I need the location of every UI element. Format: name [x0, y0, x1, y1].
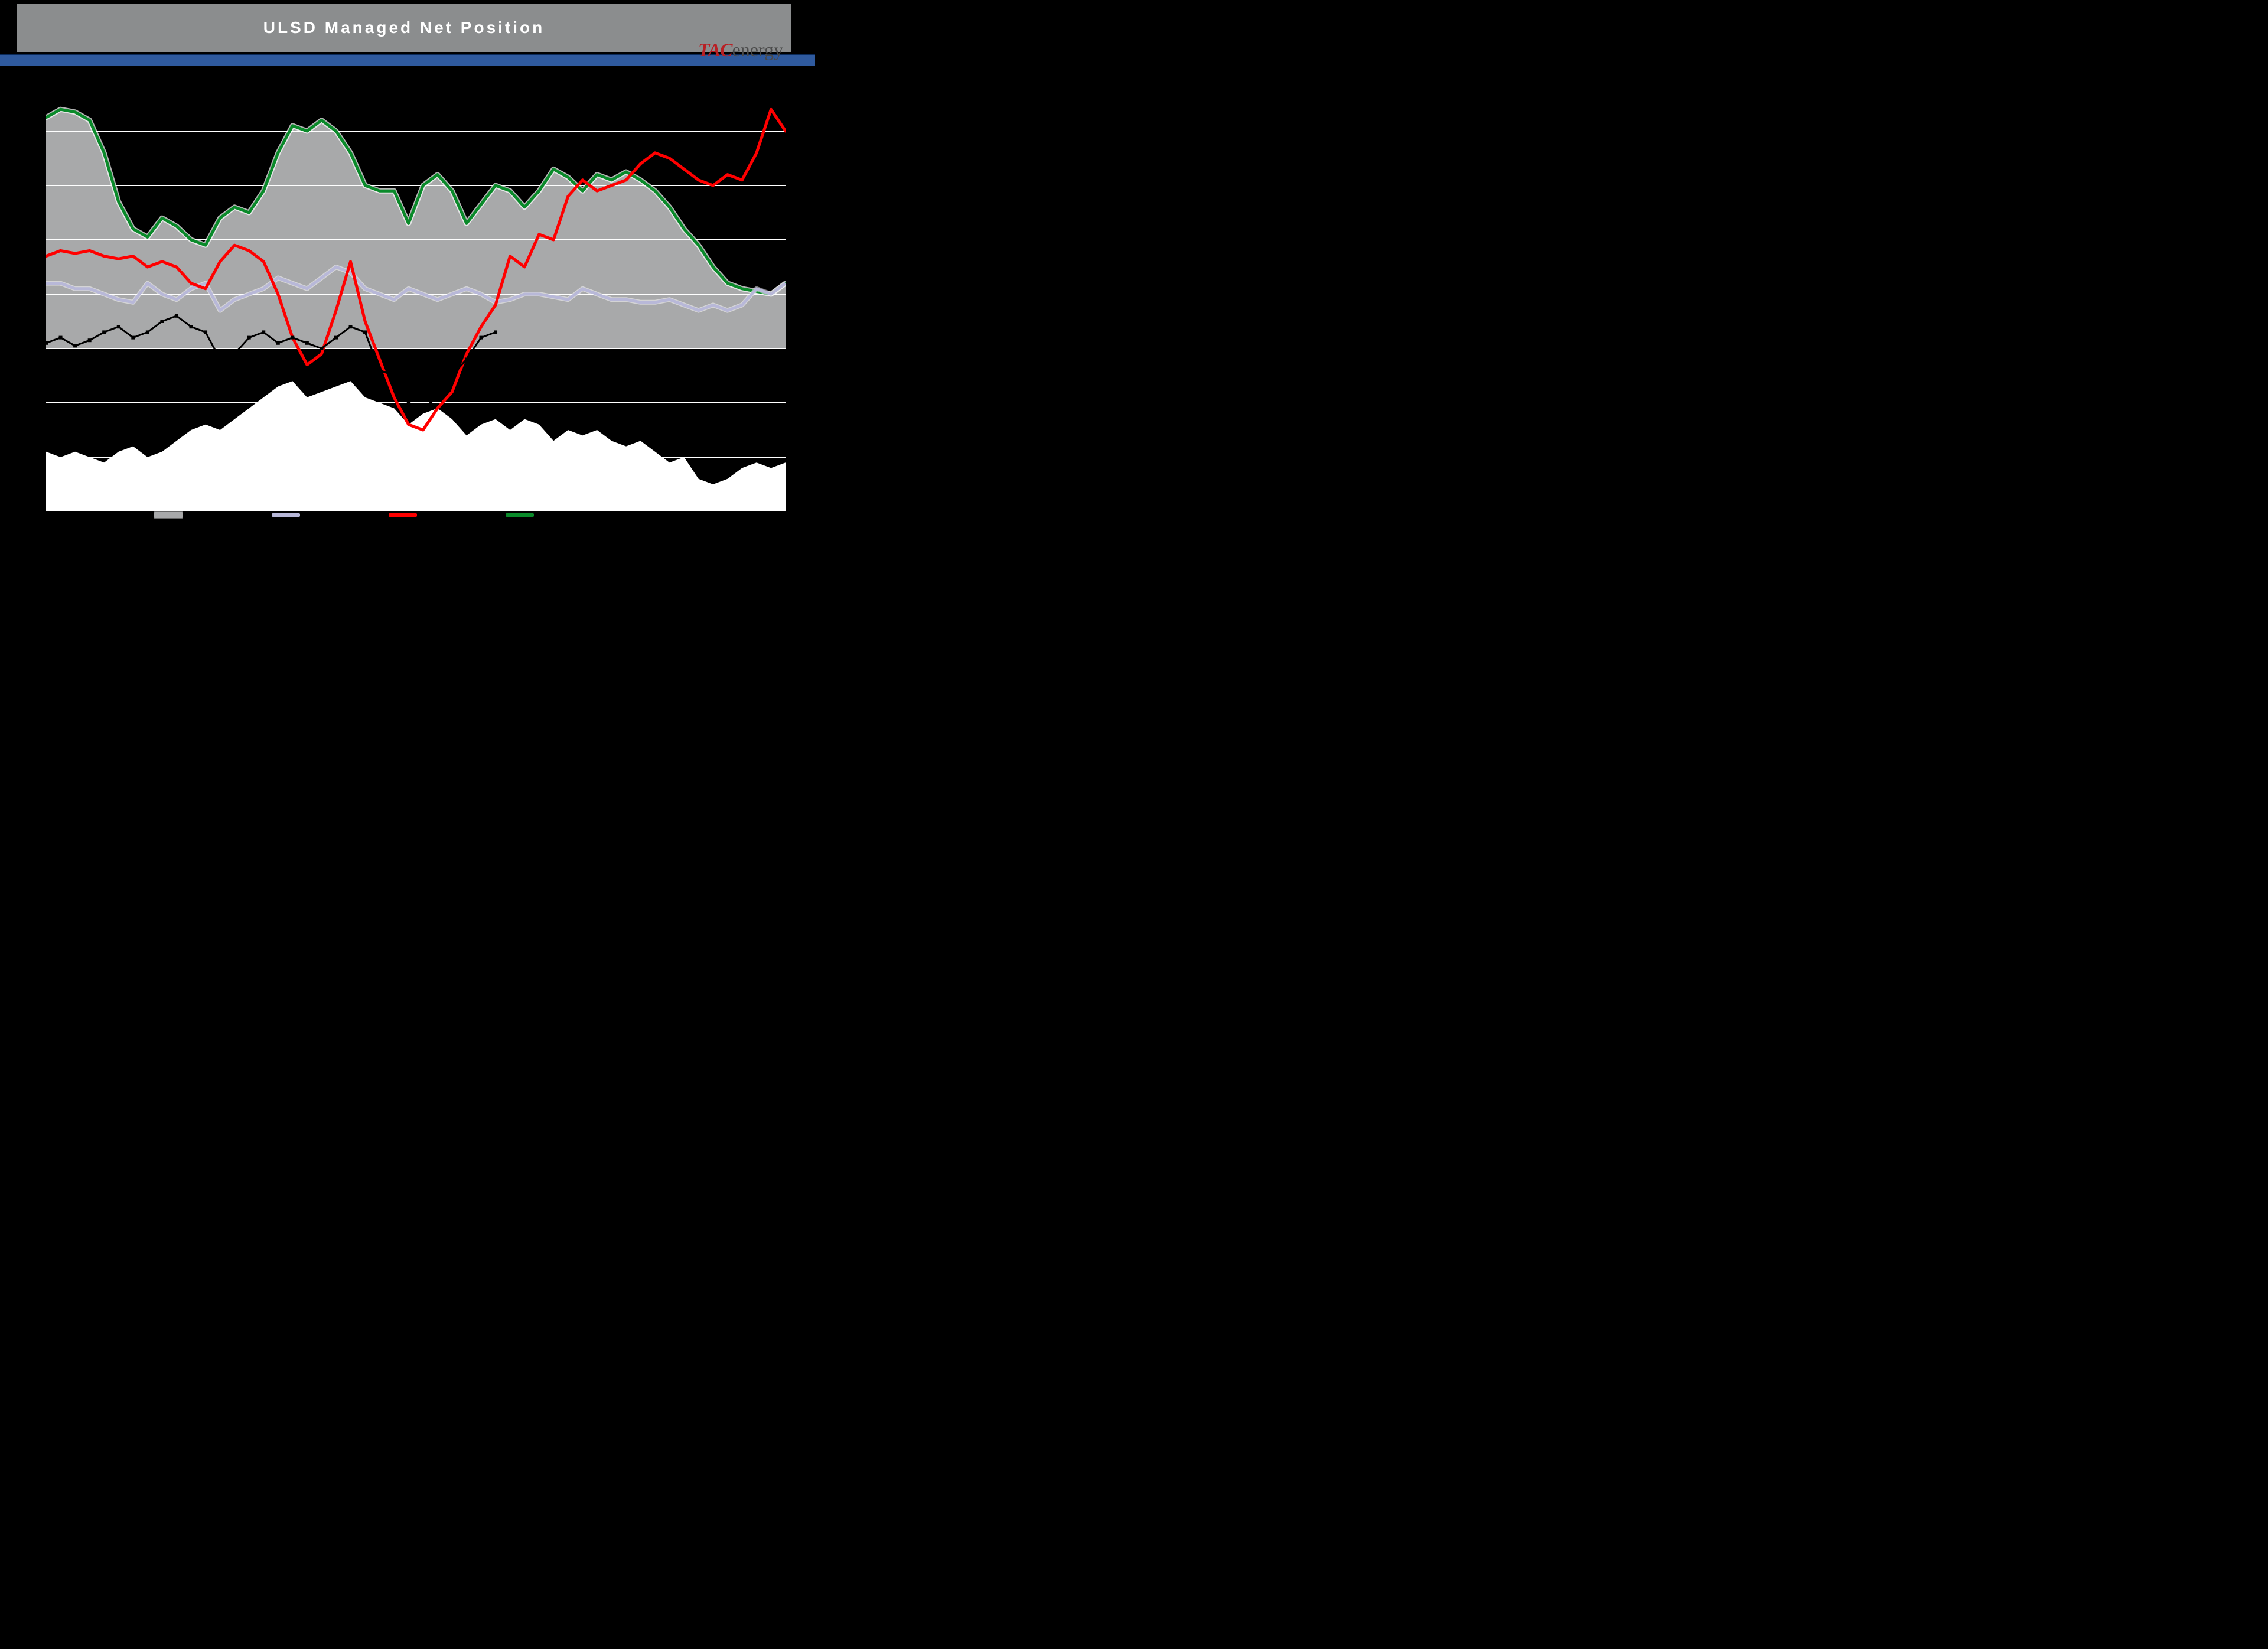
legend-swatch-2019: [272, 513, 300, 517]
y-axis-top-label: 100,000: [6, 69, 40, 79]
header-rule: [0, 54, 815, 66]
brand-logo: TACenergy: [698, 39, 783, 61]
logo-primary: TAC: [698, 39, 732, 60]
chart-svg: [46, 77, 786, 511]
legend-swatch-2018: [389, 513, 417, 517]
title-bar: ULSD Managed Net Position: [17, 4, 791, 52]
logo-secondary: energy: [732, 39, 783, 60]
chart-page: ULSD Managed Net Position TACenergy 100,…: [0, 0, 815, 553]
legend-swatch-long: [154, 511, 183, 519]
chart-title: ULSD Managed Net Position: [263, 18, 545, 37]
legend-swatch-2017: [506, 513, 534, 517]
legend: [154, 511, 534, 519]
plot-area: [46, 77, 786, 511]
